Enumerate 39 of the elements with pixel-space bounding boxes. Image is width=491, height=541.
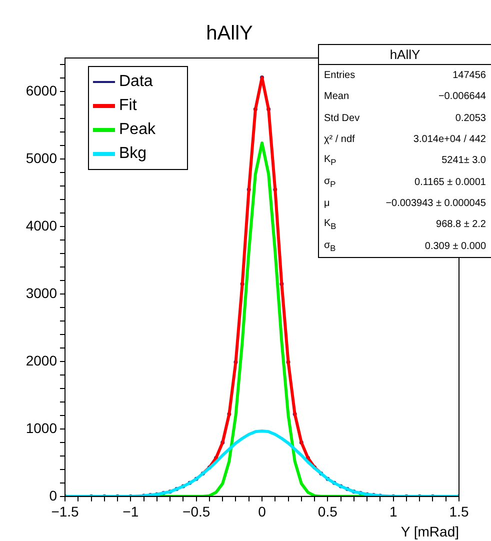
y-tick-label: 1000 — [26, 420, 58, 436]
y-tick-label: 5000 — [26, 150, 58, 166]
legend-label: Fit — [119, 97, 137, 115]
annotation: 0.1165 ± 0.0001 — [414, 176, 486, 188]
annotation: K$_{P}$ — [324, 154, 336, 168]
annotation: χ² / ndf — [324, 134, 355, 146]
x-tick-label: 1.5 — [449, 504, 469, 520]
annotation: −0.006644 — [438, 91, 486, 102]
annotation: 5241± 3.0 — [442, 155, 486, 166]
chart-title: hAllY — [206, 22, 253, 45]
annotation: 147456 — [452, 70, 486, 82]
y-tick-label: 2000 — [26, 352, 58, 368]
x-tick-label: 0.5 — [318, 504, 338, 520]
legend-label: Bkg — [119, 145, 147, 163]
annotation: 968.8 ± 2.2 — [436, 219, 486, 230]
x-tick-label: −1 — [122, 504, 139, 520]
x-axis-title: Y [mRad] — [400, 523, 459, 540]
annotation: K$_{B}$ — [324, 218, 336, 232]
annotation: −0.003943 ± 0.000045 — [386, 198, 486, 209]
y-tick-label: 3000 — [26, 284, 58, 301]
annotation: Std Dev — [324, 112, 360, 124]
annotation: Entries — [324, 70, 356, 82]
annotation: μ — [324, 198, 330, 209]
x-tick-label: −1.5 — [51, 504, 80, 520]
legend-label: Peak — [119, 121, 156, 139]
legend-label: Data — [119, 73, 153, 91]
annotation: hAllY — [319, 45, 491, 65]
annotation: 0.2053 — [455, 112, 486, 124]
annotation: σ$_{B}$ — [324, 240, 336, 253]
annotation: Mean — [324, 91, 350, 102]
y-tick-label: 6000 — [26, 82, 58, 99]
annotation: 3.014e+04 / 442 — [413, 134, 486, 146]
x-tick-label: 0 — [258, 504, 266, 520]
y-tick-label: 0 — [49, 487, 58, 504]
x-tick-label: 1 — [389, 504, 398, 520]
annotation: σ$_{P}$ — [324, 176, 336, 189]
annotation: 0.309 ± 0.000 — [424, 240, 486, 252]
x-tick-label: −0.5 — [182, 504, 210, 520]
y-tick-label: 4000 — [26, 217, 58, 234]
